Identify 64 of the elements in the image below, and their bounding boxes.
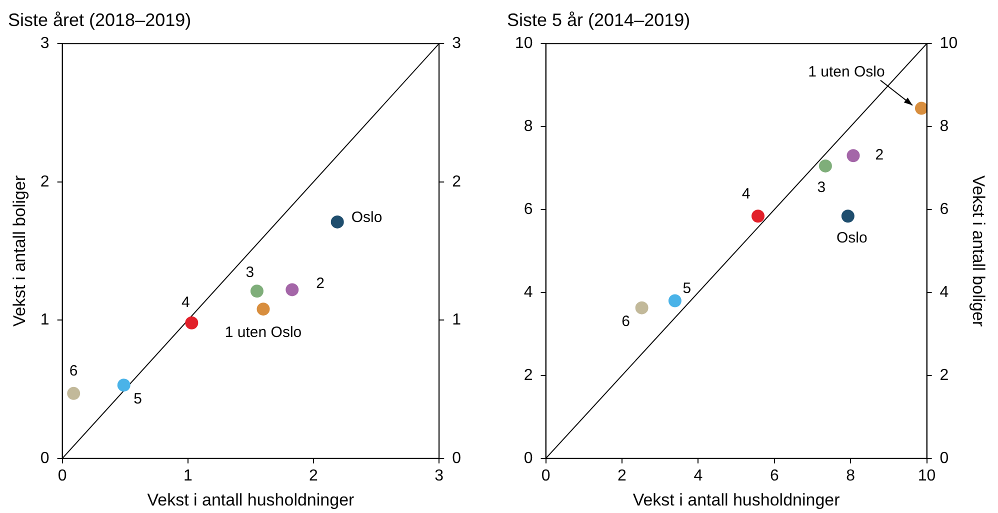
- series-label: 4: [181, 294, 190, 312]
- y2-tick-label: 1: [452, 312, 462, 329]
- point: [67, 386, 80, 400]
- series-label: 3: [817, 179, 826, 196]
- y2-tick-label: 0: [940, 450, 949, 467]
- point: [846, 149, 860, 162]
- series-label: 5: [134, 390, 142, 408]
- y2-tick-label: 0: [452, 450, 462, 467]
- x-tick-label: 8: [846, 467, 856, 484]
- chart-title: Siste året (2018–2019): [8, 10, 192, 30]
- x-axis-title: Vekst i antall husholdninger: [632, 490, 840, 510]
- y2-tick-label: 10: [940, 35, 958, 52]
- x-tick-label: 0: [58, 467, 67, 484]
- y-tick-label: 1: [40, 312, 50, 329]
- point: [914, 102, 927, 115]
- point: [841, 210, 854, 223]
- point: [668, 294, 682, 308]
- series-label: 4: [742, 185, 750, 202]
- series-label: 1 uten Oslo: [224, 324, 302, 342]
- point: [818, 159, 832, 172]
- y-tick-label: 0: [40, 450, 50, 467]
- y2-tick-label: 3: [452, 35, 462, 52]
- y2-tick-label: 6: [940, 200, 949, 218]
- y2-tick-label: 2: [940, 366, 949, 384]
- point: [117, 378, 130, 392]
- series-label: 6: [622, 312, 630, 330]
- series-label: Oslo: [351, 209, 382, 226]
- y-axis-title: Vekst i antall boliger: [10, 175, 29, 327]
- y2-axis-title: Vekst i antall boliger: [969, 175, 988, 327]
- point: [256, 302, 270, 316]
- x-tick-label: 4: [694, 467, 703, 484]
- x-tick-label: 2: [309, 467, 318, 484]
- y2-tick-label: 2: [452, 173, 462, 190]
- series-label: Oslo: [836, 229, 868, 246]
- y-tick-label: 8: [524, 118, 533, 135]
- y2-tick-label: 8: [940, 118, 949, 135]
- point: [635, 301, 648, 314]
- y-tick-label: 10: [515, 35, 533, 52]
- y-tick-label: 4: [524, 284, 533, 301]
- x-tick-label: 0: [541, 467, 550, 484]
- y-tick-label: 0: [524, 450, 533, 467]
- series-label: 2: [316, 274, 324, 292]
- x-tick-label: 10: [918, 467, 936, 484]
- point: [286, 283, 299, 296]
- point: [185, 316, 198, 330]
- x-tick-label: 2: [618, 467, 627, 484]
- point: [330, 215, 344, 228]
- series-label: 3: [246, 264, 254, 282]
- chart-title: Siste 5 år (2014–2019): [507, 10, 690, 30]
- x-tick-label: 6: [770, 467, 779, 484]
- y-tick-label: 6: [524, 200, 533, 218]
- y-tick-label: 3: [40, 35, 50, 52]
- series-label: 2: [875, 146, 884, 164]
- series-label: 6: [69, 362, 78, 380]
- x-tick-label: 3: [434, 467, 444, 484]
- y2-tick-label: 4: [940, 284, 949, 301]
- x-axis-title: Vekst i antall husholdninger: [147, 490, 355, 510]
- text: 1 uten Oslo: [808, 63, 885, 80]
- point: [250, 284, 264, 298]
- x-tick-label: 1: [183, 467, 192, 484]
- y-tick-label: 2: [40, 173, 50, 190]
- y-tick-label: 2: [524, 366, 533, 384]
- point: [752, 210, 765, 223]
- series-label: 5: [682, 280, 692, 297]
